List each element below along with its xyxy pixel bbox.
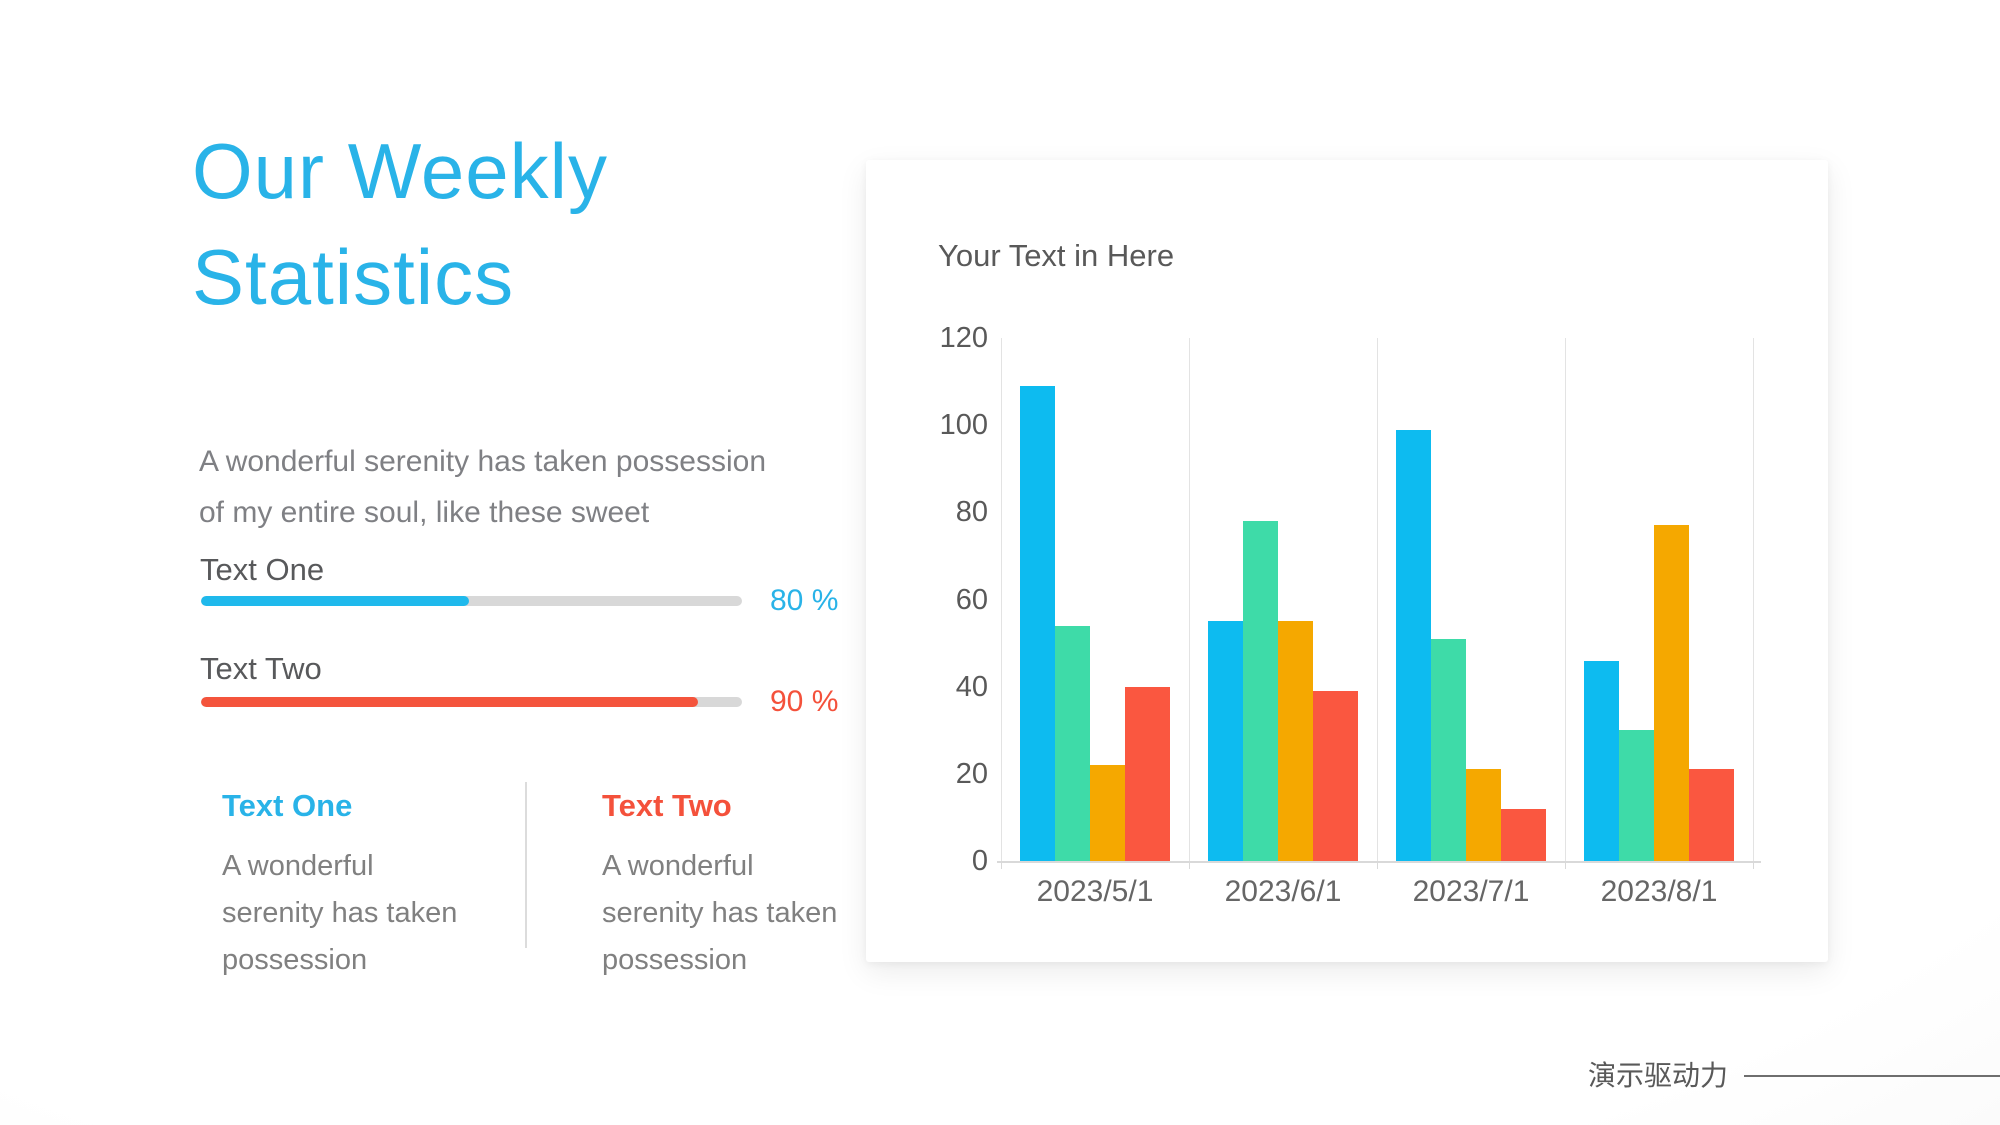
y-axis-label: 20	[955, 757, 988, 790]
bar-2023/6/1-series-4	[1313, 691, 1358, 861]
progress-one-fill	[201, 596, 469, 606]
x-axis-label: 2023/5/1	[1036, 875, 1154, 908]
x-axis-label: 2023/7/1	[1412, 875, 1530, 908]
progress-one-track	[201, 596, 742, 606]
category-gridline	[1377, 338, 1378, 861]
x-axis-line	[997, 861, 1761, 863]
x-axis-tick	[1377, 861, 1378, 869]
bar-2023/6/1-series-3	[1278, 621, 1313, 861]
bar-chart: 0 20 40 60 80 100 120 2023/5/1 2023/6/1 2023/7/1 2…	[866, 160, 1828, 962]
bar-2023/8/1-series-3	[1654, 525, 1689, 861]
column-divider	[525, 782, 527, 948]
page-title: Our Weekly Statistics	[192, 127, 608, 321]
x-axis-tick	[1753, 861, 1754, 869]
progress-two-track	[201, 697, 742, 707]
legend-one-body: A wonderful serenity has taken possessio…	[222, 850, 458, 976]
bar-2023/7/1-series-2	[1431, 639, 1466, 861]
footer-line	[1744, 1075, 2000, 1077]
progress-two-fill	[201, 697, 699, 707]
progress-one-label: Text One	[200, 552, 325, 587]
category-gridline	[1001, 338, 1002, 861]
category-gridline	[1753, 338, 1754, 861]
y-axis-label: 120	[939, 322, 988, 354]
progress-one-percent: 80 %	[770, 584, 839, 617]
legend-column-two: Text Two A wonderful serenity has taken …	[602, 789, 892, 984]
intro-text: A wonderful serenity has taken possessio…	[199, 445, 766, 529]
category-gridline	[1189, 338, 1190, 861]
chart-card: Your Text in Here 0 20 40 60 80 100 120 2023/5/…	[866, 160, 1828, 962]
y-axis-label: 0	[971, 845, 988, 877]
bar-2023/5/1-series-2	[1055, 626, 1090, 861]
bar-2023/6/1-series-1	[1208, 621, 1243, 861]
footer-brand: 演示驱动力	[1588, 1060, 1729, 1091]
bar-2023/8/1-series-2	[1619, 730, 1654, 861]
bar-2023/5/1-series-3	[1090, 765, 1125, 861]
legend-two-body: A wonderful serenity has taken possessio…	[602, 850, 838, 976]
x-axis-tick	[1001, 861, 1002, 869]
bar-2023/7/1-series-4	[1501, 809, 1546, 861]
y-axis-label: 60	[955, 583, 988, 616]
bar-2023/5/1-series-4	[1125, 687, 1170, 861]
bar-2023/5/1-series-1	[1020, 386, 1055, 861]
progress-two-label: Text Two	[200, 651, 322, 686]
x-axis-tick	[1189, 861, 1190, 869]
bar-2023/8/1-series-4	[1689, 769, 1734, 861]
bar-2023/7/1-series-3	[1466, 769, 1501, 861]
legend-one-heading: Text One	[222, 788, 353, 823]
legend-column-one: Text One A wonderful serenity has taken …	[222, 789, 512, 984]
chart-title: Your Text in Here	[938, 238, 1175, 273]
y-axis-label: 100	[939, 409, 988, 442]
category-gridline	[1565, 338, 1566, 861]
bar-2023/8/1-series-1	[1584, 661, 1619, 861]
progress-two-percent: 90 %	[770, 685, 839, 718]
x-axis-label: 2023/8/1	[1600, 875, 1718, 908]
y-axis-label: 80	[955, 496, 988, 529]
legend-columns: Text One A wonderful serenity has taken …	[222, 789, 862, 984]
y-axis-label: 40	[955, 670, 988, 703]
bar-2023/7/1-series-1	[1396, 430, 1431, 861]
x-axis-label: 2023/6/1	[1224, 875, 1342, 908]
legend-two-heading: Text Two	[602, 788, 732, 823]
x-axis-tick	[1565, 861, 1566, 869]
bar-2023/6/1-series-2	[1243, 521, 1278, 861]
